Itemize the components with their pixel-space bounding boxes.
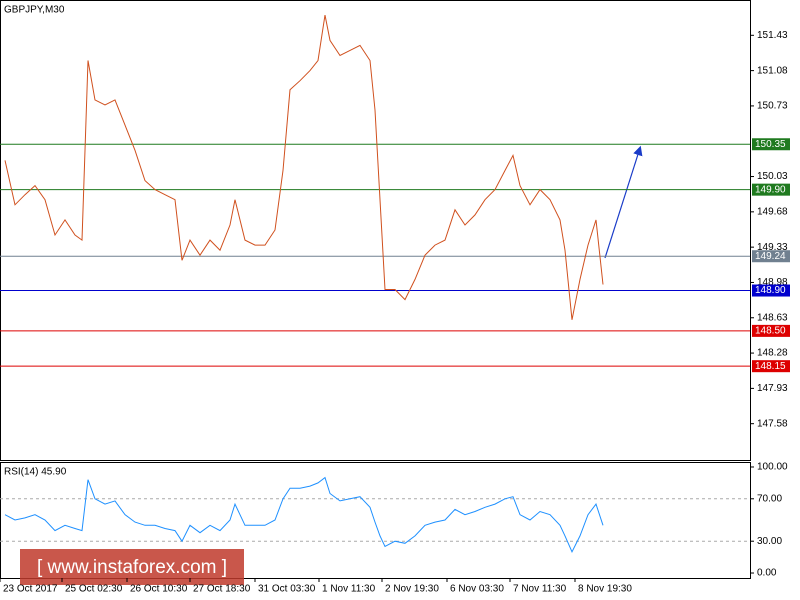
- y-tick-label: 148.98: [757, 277, 788, 288]
- y-tick-label: 0.00: [757, 568, 777, 579]
- x-tick-label: 25 Oct 02:30: [65, 584, 123, 595]
- x-tick-label: 23 Oct 2017: [3, 584, 58, 595]
- x-tick-label: 7 Nov 11:30: [513, 584, 567, 595]
- x-tick-label: 1 Nov 11:30: [322, 584, 376, 595]
- y-tick-label: 151.43: [757, 30, 788, 41]
- watermark-text: [ www.instaforex.com ]: [37, 557, 227, 578]
- y-tick-label: 70.00: [757, 493, 782, 504]
- y-tick-label: 148.63: [757, 312, 788, 323]
- y-tick-label: 147.93: [757, 383, 788, 394]
- y-tick-label: 150.03: [757, 171, 788, 182]
- x-tick-label: 26 Oct 10:30: [130, 584, 188, 595]
- level-tag: [752, 360, 790, 373]
- level-label: 148.50: [755, 326, 786, 337]
- level-tag: [752, 250, 790, 263]
- y-tick-label: 149.33: [757, 242, 788, 253]
- y-tick-label: 148.28: [757, 348, 788, 359]
- price-panel: [0, 0, 751, 461]
- forecast-arrow: [604, 145, 643, 259]
- x-tick-label: 6 Nov 03:30: [450, 584, 504, 595]
- y-tick-label: 147.58: [757, 418, 788, 429]
- level-label: 148.90: [755, 285, 786, 296]
- y-tick-label: 30.00: [757, 536, 782, 547]
- price-line: [4, 476, 604, 553]
- level-label: 149.24: [755, 251, 786, 262]
- y-tick-label: 100.00: [757, 462, 788, 473]
- x-tick-label: 2 Nov 19:30: [385, 584, 439, 595]
- x-tick-label: 8 Nov 19:30: [578, 584, 632, 595]
- y-tick-label: 151.08: [757, 65, 788, 76]
- price-line: [4, 15, 604, 320]
- level-tag: [752, 183, 790, 196]
- rsi-title: RSI(14) 45.90: [4, 467, 67, 478]
- watermark-box: [20, 549, 244, 585]
- chart-title: GBPJPY,M30: [4, 5, 65, 16]
- y-tick-label: 149.68: [757, 206, 788, 217]
- x-tick-label: 31 Oct 03:30: [258, 584, 316, 595]
- x-tick-label: 27 Oct 18:30: [193, 584, 251, 595]
- level-tag: [752, 284, 790, 297]
- level-tag: [752, 324, 790, 337]
- rsi-panel: [0, 462, 751, 579]
- level-label: 149.90: [755, 184, 786, 195]
- level-tag: [752, 138, 790, 151]
- level-label: 150.35: [755, 139, 786, 150]
- y-tick-label: 150.73: [757, 101, 788, 112]
- level-label: 148.15: [755, 361, 786, 372]
- watermark: [ www.instaforex.com ]: [20, 549, 244, 585]
